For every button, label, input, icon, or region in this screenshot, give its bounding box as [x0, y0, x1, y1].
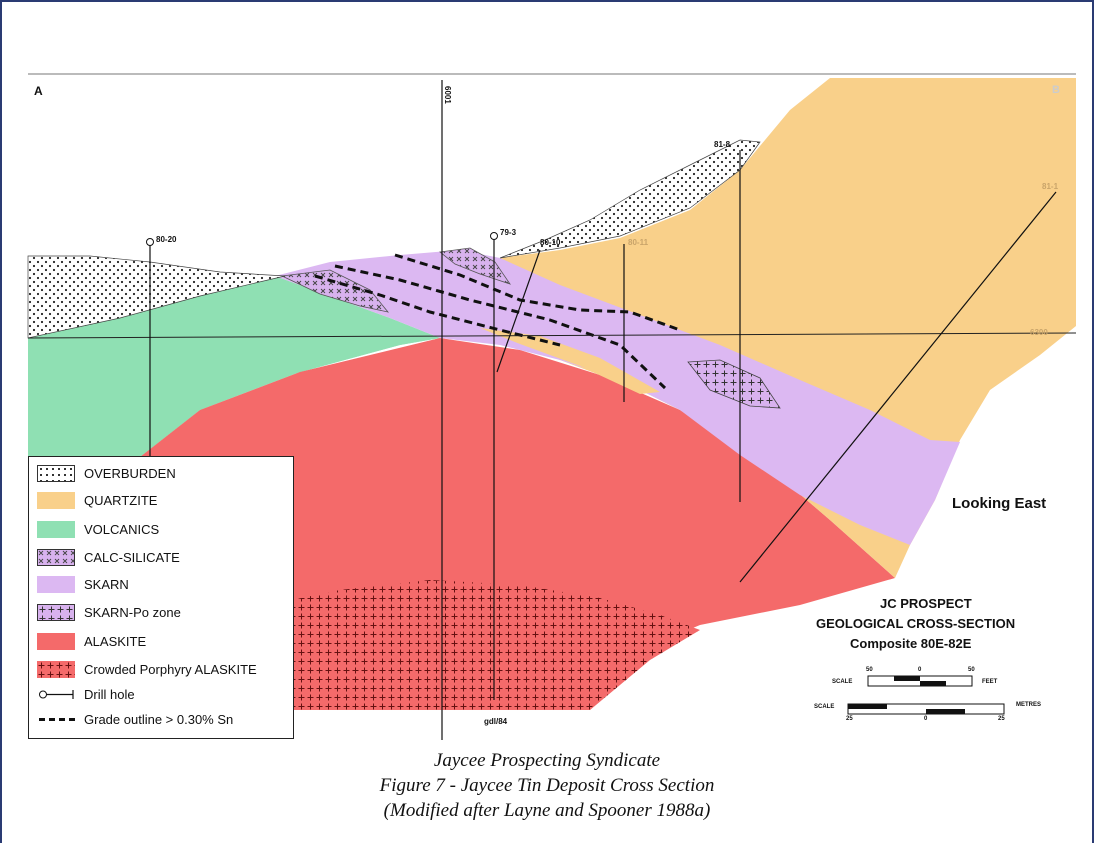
- scale-feet-mid: 0: [918, 667, 922, 673]
- crowded-porphyry-swatch: [37, 660, 75, 678]
- legend-label: SKARN-Po zone: [84, 604, 181, 620]
- drill-collar-80-20: [146, 238, 154, 246]
- grade-outline-2: [314, 274, 561, 347]
- skarn-po-lens: [687, 359, 781, 409]
- legend-item-overburden: OVERBURDEN: [37, 463, 176, 483]
- author-label: gdl/84: [484, 717, 508, 726]
- scale-metres-left: 25: [846, 716, 853, 722]
- scale-metres-unit: METRES: [1016, 702, 1042, 708]
- drill-hole-81-1: [739, 191, 1057, 583]
- legend-label: OVERBURDEN: [84, 465, 176, 481]
- drill-label-81-8: 81-8: [714, 140, 731, 149]
- calc-silicate-swatch: [37, 548, 75, 566]
- scale-bar-metres: [847, 703, 1005, 715]
- legend-label: VOLCANICS: [84, 521, 160, 537]
- legend-item-drill-hole: Drill hole: [37, 684, 135, 704]
- skarn-swatch: [37, 575, 75, 593]
- legend-item-skarn: SKARN: [37, 574, 129, 594]
- scale-metres-right: 25: [998, 716, 1005, 722]
- calc-silicate-lens-2: [439, 247, 511, 285]
- title-block-line2: GEOLOGICAL CROSS-SECTION: [816, 616, 1016, 631]
- scale-feet-left: 50: [866, 667, 873, 673]
- skarn-unit: [275, 250, 960, 545]
- legend-item-volcanics: VOLCANICS: [37, 519, 159, 539]
- drill-label-80-10: 80-10: [540, 238, 561, 247]
- drill-hole-80-10: [496, 249, 541, 373]
- elevation-label: 6300: [1030, 328, 1048, 337]
- scale-metres-label: SCALE: [814, 704, 835, 710]
- scale-feet-unit: FEET: [982, 679, 998, 685]
- quartzite-sliver: [480, 328, 660, 394]
- calc-silicate-lens-1: [280, 269, 390, 313]
- caption-line-1: Jaycee Prospecting Syndicate: [433, 750, 661, 771]
- legend-item-quartzite: QUARTZITE: [37, 490, 157, 510]
- crowded-porphyry-unit: [292, 580, 700, 710]
- drill-label-6001: 6001: [443, 86, 452, 104]
- legend-label: ALASKITE: [84, 633, 147, 649]
- drill-collar-79-3: [490, 232, 498, 240]
- grade-outline-1: [334, 264, 667, 390]
- legend-item-grade-outline: Grade outline > 0.30% Sn: [37, 709, 233, 729]
- grade-outline-icon: [39, 717, 75, 721]
- looking-east-label: Looking East: [952, 495, 1047, 512]
- grade-outline-3: [394, 253, 681, 332]
- corner-label-a: A: [34, 84, 43, 98]
- elevation-line: [27, 332, 1077, 339]
- legend-item-calc-silicate: CALC-SILICATE: [37, 547, 180, 567]
- legend-label: Drill hole: [84, 686, 135, 702]
- scale-bar-feet: [867, 675, 973, 687]
- title-block-line3: Composite 80E-82E: [850, 636, 972, 651]
- drill-label-81-1: 81-1: [1042, 182, 1059, 191]
- caption-line-2: Figure 7 - Jaycee Tin Deposit Cross Sect…: [379, 775, 715, 796]
- caption-line-3: (Modified after Layne and Spooner 1988a): [383, 800, 711, 821]
- drill-label-80-20: 80-20: [156, 235, 177, 244]
- alaskite-swatch: [37, 632, 75, 650]
- legend-label: Grade outline > 0.30% Sn: [84, 711, 234, 727]
- legend-item-skarn-po: SKARN-Po zone: [37, 602, 181, 622]
- scale-feet-label: SCALE: [832, 679, 853, 685]
- drill-label-80-11: 80-11: [628, 238, 649, 247]
- drill-label-79-3: 79-3: [500, 228, 517, 237]
- legend-label: QUARTZITE: [84, 492, 158, 508]
- scale-metres-mid: 0: [924, 716, 928, 722]
- scale-feet-right: 50: [968, 667, 975, 673]
- legend: OVERBURDEN QUARTZITE VOLCANICS CALC-SILI…: [28, 456, 294, 739]
- legend-label: CALC-SILICATE: [84, 549, 180, 565]
- title-block-line1: JC PROSPECT: [880, 596, 972, 611]
- legend-label: Crowded Porphyry ALASKITE: [84, 661, 257, 677]
- skarn-po-swatch: [37, 603, 75, 621]
- volcanics-body: [28, 276, 440, 457]
- legend-item-alaskite: ALASKITE: [37, 631, 146, 651]
- overburden-swatch: [37, 464, 75, 482]
- corner-label-b: B: [1052, 84, 1060, 96]
- overburden-left: [27, 255, 286, 339]
- legend-label: SKARN: [84, 576, 129, 592]
- overburden-upper: [499, 139, 761, 259]
- legend-item-crowded-porphyry: Crowded Porphyry ALASKITE: [37, 659, 257, 679]
- quartzite-swatch: [37, 491, 75, 509]
- drill-hole-icon: [39, 689, 74, 699]
- volcanics-swatch: [37, 520, 75, 538]
